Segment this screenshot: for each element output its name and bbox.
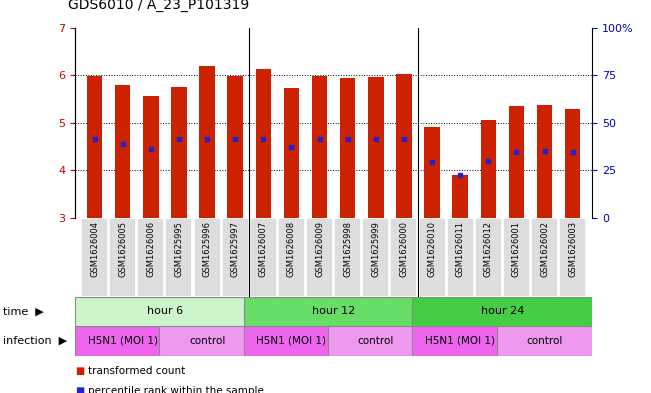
- Text: GSM1626011: GSM1626011: [456, 221, 465, 277]
- Bar: [328, 326, 424, 356]
- Bar: [396, 74, 411, 218]
- Text: time  ▶: time ▶: [3, 307, 44, 316]
- Text: hour 6: hour 6: [147, 307, 183, 316]
- Bar: [284, 88, 299, 218]
- Bar: [452, 175, 468, 218]
- Bar: [531, 218, 558, 297]
- Text: control: control: [357, 336, 394, 346]
- Bar: [227, 76, 243, 218]
- Bar: [447, 218, 474, 297]
- Bar: [497, 326, 592, 356]
- Bar: [243, 326, 339, 356]
- Bar: [243, 297, 424, 326]
- Bar: [508, 106, 524, 218]
- Text: GSM1626009: GSM1626009: [315, 221, 324, 277]
- Bar: [419, 218, 445, 297]
- Bar: [475, 218, 502, 297]
- Bar: [171, 87, 187, 218]
- Bar: [87, 76, 102, 218]
- Bar: [368, 77, 383, 218]
- Bar: [537, 105, 552, 218]
- Bar: [278, 218, 305, 297]
- Bar: [222, 218, 249, 297]
- Text: hour 24: hour 24: [480, 307, 524, 316]
- Bar: [199, 66, 215, 218]
- Text: GSM1626001: GSM1626001: [512, 221, 521, 277]
- Bar: [193, 218, 221, 297]
- Text: GSM1625998: GSM1625998: [343, 221, 352, 277]
- Text: GSM1626006: GSM1626006: [146, 221, 156, 277]
- Text: GSM1625997: GSM1625997: [230, 221, 240, 277]
- Text: percentile rank within the sample: percentile rank within the sample: [88, 386, 264, 393]
- Text: GSM1626005: GSM1626005: [118, 221, 127, 277]
- Text: GSM1626004: GSM1626004: [90, 221, 99, 277]
- Text: GSM1626010: GSM1626010: [428, 221, 437, 277]
- Bar: [412, 297, 592, 326]
- Text: GSM1625996: GSM1625996: [202, 221, 212, 277]
- Text: ■: ■: [75, 366, 84, 376]
- Text: GSM1626008: GSM1626008: [287, 221, 296, 277]
- Text: transformed count: transformed count: [88, 366, 185, 376]
- Text: H5N1 (MOI 1): H5N1 (MOI 1): [425, 336, 495, 346]
- Bar: [340, 77, 355, 218]
- Text: infection  ▶: infection ▶: [3, 336, 68, 346]
- Text: H5N1 (MOI 1): H5N1 (MOI 1): [256, 336, 326, 346]
- Bar: [250, 218, 277, 297]
- Bar: [143, 95, 159, 218]
- Bar: [159, 326, 255, 356]
- Bar: [412, 326, 508, 356]
- Text: GSM1626012: GSM1626012: [484, 221, 493, 277]
- Text: GSM1625999: GSM1625999: [371, 221, 380, 277]
- Text: GSM1626000: GSM1626000: [400, 221, 408, 277]
- Bar: [75, 326, 171, 356]
- Bar: [306, 218, 333, 297]
- Text: ■: ■: [75, 386, 84, 393]
- Text: GSM1626003: GSM1626003: [568, 221, 577, 277]
- Bar: [334, 218, 361, 297]
- Text: H5N1 (MOI 1): H5N1 (MOI 1): [88, 336, 158, 346]
- Bar: [165, 218, 193, 297]
- Bar: [363, 218, 389, 297]
- Bar: [503, 218, 530, 297]
- Bar: [256, 70, 271, 218]
- Bar: [480, 120, 496, 218]
- Text: control: control: [189, 336, 225, 346]
- Text: hour 12: hour 12: [312, 307, 355, 316]
- Bar: [109, 218, 136, 297]
- Bar: [312, 76, 327, 218]
- Bar: [424, 127, 440, 218]
- Bar: [137, 218, 164, 297]
- Text: GSM1625995: GSM1625995: [174, 221, 184, 277]
- Bar: [81, 218, 108, 297]
- Text: GDS6010 / A_23_P101319: GDS6010 / A_23_P101319: [68, 0, 249, 12]
- Text: GSM1626002: GSM1626002: [540, 221, 549, 277]
- Bar: [391, 218, 417, 297]
- Bar: [565, 110, 581, 218]
- Text: control: control: [527, 336, 562, 346]
- Bar: [559, 218, 586, 297]
- Text: GSM1626007: GSM1626007: [259, 221, 268, 277]
- Bar: [115, 85, 130, 218]
- Bar: [75, 297, 255, 326]
